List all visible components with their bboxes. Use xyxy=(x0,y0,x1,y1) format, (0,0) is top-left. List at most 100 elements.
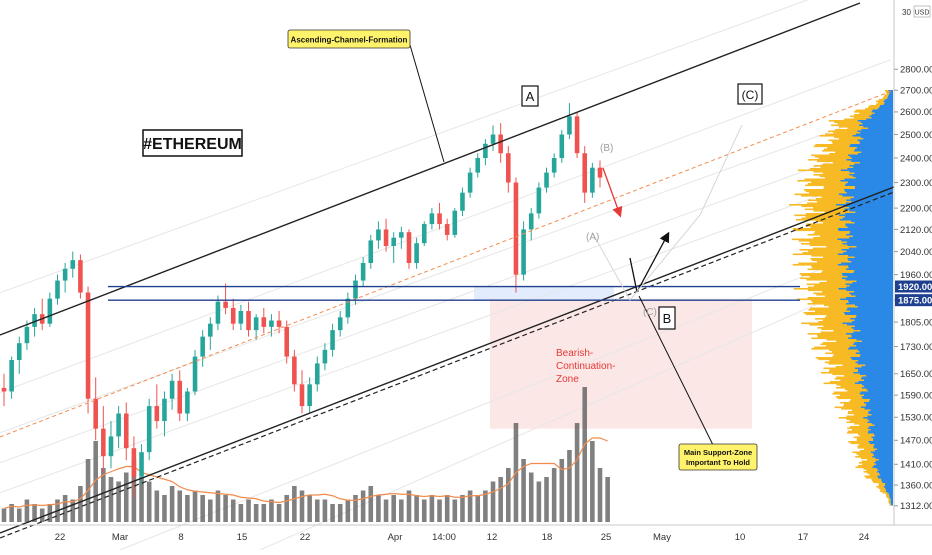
candle-body xyxy=(360,263,366,281)
volume-bar xyxy=(483,490,488,522)
volume-bar xyxy=(292,486,297,522)
volume-profile-bar-buy xyxy=(855,148,893,151)
volume-bar xyxy=(391,495,396,522)
volume-profile-bar-sell xyxy=(792,264,838,266)
volume-profile-bar-sell xyxy=(811,181,848,184)
volume-profile-bar-sell xyxy=(879,490,886,493)
volume-bar xyxy=(162,495,167,522)
candle-body xyxy=(292,356,297,385)
volume-profile-bar-buy xyxy=(848,255,893,257)
volume-profile-bar-buy xyxy=(885,489,893,491)
candle-body xyxy=(62,268,68,281)
volume-profile-bar-buy xyxy=(859,355,893,358)
volume-bar xyxy=(528,472,534,522)
volume-profile-bar-buy xyxy=(880,105,893,107)
price-tick-label: 1360.00 xyxy=(900,480,932,491)
currency-label: USD xyxy=(915,10,930,17)
volume-profile-bar-buy xyxy=(879,106,893,109)
volume-profile-bar-sell xyxy=(832,373,860,376)
volume-profile-bar-buy xyxy=(870,429,893,431)
volume-profile-bar-buy xyxy=(854,382,893,385)
volume-profile-bar-sell xyxy=(859,435,875,437)
volume-profile-bar-buy xyxy=(847,244,893,247)
volume-bar xyxy=(399,499,404,522)
volume-profile-bar-buy xyxy=(867,390,893,392)
volume-profile-bar-buy xyxy=(871,414,893,416)
volume-profile-bar-sell xyxy=(859,444,875,446)
projection-line-up xyxy=(636,231,670,293)
volume-profile-bar-sell xyxy=(814,156,851,158)
volume-profile-bar-sell xyxy=(801,205,843,208)
candle-body xyxy=(284,326,290,357)
volume-profile-bar-buy xyxy=(840,298,893,301)
volume-profile-bar-sell xyxy=(847,432,868,434)
volume-profile-bar-sell xyxy=(857,445,874,448)
volume-profile-bar-sell xyxy=(859,424,875,427)
volume-profile-bar-buy xyxy=(844,216,893,218)
volume-profile-bar-sell xyxy=(824,148,856,151)
volume-profile-bar-buy xyxy=(855,295,893,298)
wave-c-box xyxy=(737,83,763,105)
wave-paren-b-label: (B) xyxy=(600,143,613,154)
volume-profile-bar-sell xyxy=(805,190,845,193)
volume-bar xyxy=(200,495,205,522)
volume-profile-bar-buy xyxy=(847,226,893,229)
volume-bar xyxy=(605,477,610,522)
volume-profile-bar-buy xyxy=(837,238,893,241)
volume-bar xyxy=(1,508,7,522)
volume-profile-bar-buy xyxy=(864,385,893,388)
candle-body xyxy=(223,301,228,308)
time-tick-label: 8 xyxy=(178,532,183,543)
volume-profile-bar-buy xyxy=(854,291,893,293)
volume-profile-bar-sell xyxy=(843,405,866,407)
volume-profile-bar-sell xyxy=(829,360,859,362)
volume-profile-bar-sell xyxy=(811,255,849,257)
volume-profile-bar-sell xyxy=(829,349,858,352)
price-badge xyxy=(895,294,932,307)
volume-profile-bar-sell xyxy=(822,163,855,166)
volume-profile-bar-sell xyxy=(847,412,869,415)
candle-body xyxy=(551,158,557,173)
volume-profile-bar-sell xyxy=(815,231,851,233)
volume-profile-bar-buy xyxy=(868,411,893,413)
volume-profile-bar-sell xyxy=(798,240,842,242)
volume-profile-bar-sell xyxy=(871,478,882,481)
volume-profile-bar-sell xyxy=(878,484,886,487)
volume-profile-bar-sell xyxy=(800,277,842,280)
volume-profile-bar-buy xyxy=(885,483,893,485)
volume-profile-bar-buy xyxy=(860,378,893,380)
wave-b-label: B xyxy=(663,311,672,326)
volume-profile-bar-sell xyxy=(814,310,851,313)
volume-profile-bar-sell xyxy=(848,441,869,443)
volume-profile-bar-buy xyxy=(847,300,893,302)
candle-body xyxy=(314,363,320,385)
volume-profile-bar-sell xyxy=(828,120,858,122)
volume-profile-bar-sell xyxy=(817,261,852,263)
volume-profile-bar-buy xyxy=(851,201,893,203)
volume-profile-bar-buy xyxy=(855,177,893,179)
volume-profile-bar-sell xyxy=(821,196,854,199)
volume-profile-bar-sell xyxy=(822,291,855,293)
volume-profile-bar-sell xyxy=(811,337,849,340)
volume-profile-bar-buy xyxy=(872,456,893,458)
volume-profile-bar-sell xyxy=(822,172,855,175)
volume-profile-bar-buy xyxy=(846,303,893,305)
volume-profile-bar-buy xyxy=(855,361,893,364)
volume-profile-bar-buy xyxy=(853,271,893,274)
volume-profile-bar-sell xyxy=(807,268,846,271)
volume-profile-bar-sell xyxy=(819,135,853,137)
volume-profile-bar-buy xyxy=(850,357,893,359)
candle-body xyxy=(185,391,190,414)
volume-profile-bar-sell xyxy=(834,136,861,139)
volume-profile-bar-buy xyxy=(850,198,893,200)
volume-bar xyxy=(452,499,458,522)
volume-profile-bar-sell xyxy=(882,97,888,100)
volume-profile-bar-sell xyxy=(871,480,882,482)
candle-body xyxy=(414,243,419,264)
volume-profile-bar-buy xyxy=(856,315,893,317)
volume-profile-bar-buy xyxy=(862,397,893,400)
price-tick-label: 2400.00 xyxy=(900,153,932,164)
candle-body xyxy=(276,320,282,327)
volume-profile-bar-sell xyxy=(827,147,857,149)
